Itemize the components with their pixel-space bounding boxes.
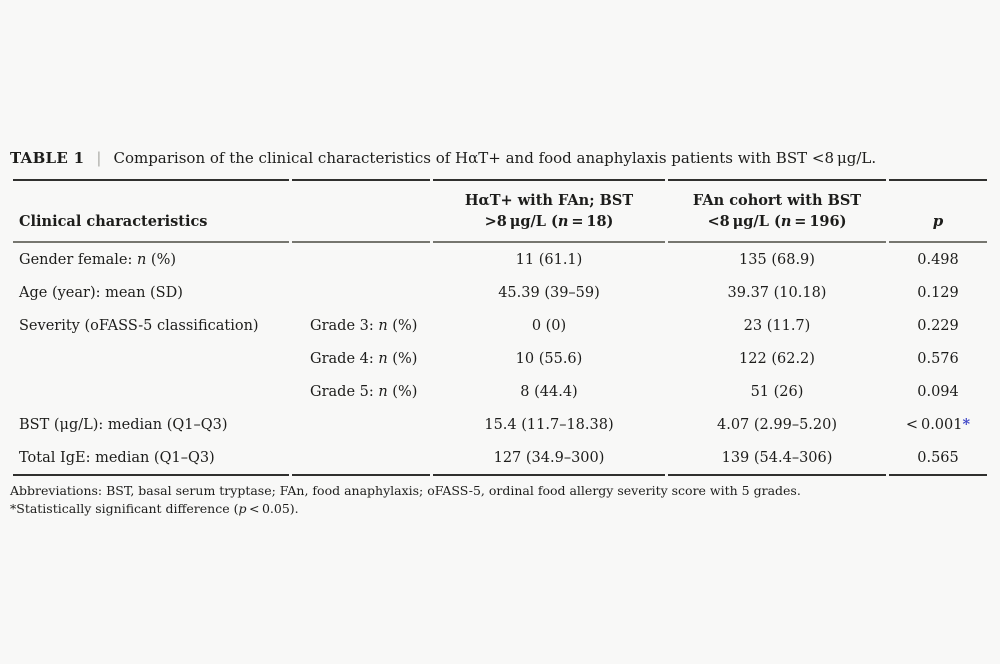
table-row-gender: Gender female: n (%) 11 (61.1) 135 (68.9… xyxy=(13,243,987,276)
table-number-label: TABLE 1 xyxy=(10,149,85,167)
table-row-severity-grade4: Grade 4: n (%) 10 (55.6) 122 (62.2) 0.57… xyxy=(13,342,987,375)
header-p-value: p xyxy=(889,179,987,243)
row-label: Age (year): mean (SD) xyxy=(13,276,289,309)
row-label xyxy=(13,342,289,375)
row-label: Severity (oFASS-5 classification) xyxy=(13,309,289,342)
header-hat-cohort-line1: HαT+ with FAn; BST xyxy=(464,192,634,209)
header-clinical-characteristics: Clinical characteristics xyxy=(13,179,289,243)
cell-hat-value: 11 (61.1) xyxy=(515,251,583,268)
table-row-total-ige: Total IgE: median (Q1–Q3) 127 (34.9–300)… xyxy=(13,441,987,476)
cell-hat-value: 0 (0) xyxy=(531,317,567,334)
cell-p-value: 0.129 xyxy=(889,276,987,309)
row-sublabel-suffix: (%) xyxy=(387,383,418,400)
row-sublabel xyxy=(292,408,430,441)
cell-p-value: 0.229 xyxy=(889,309,987,342)
significance-star: * xyxy=(962,416,971,433)
p-value-text: 0.565 xyxy=(917,450,959,466)
row-label-suffix: (%) xyxy=(146,251,177,268)
cell-fan-value: 51 (26) xyxy=(750,383,804,400)
header-fan-cohort-line1: FAn cohort with BST xyxy=(692,192,862,209)
row-sublabel-italic-n: n xyxy=(378,317,388,334)
row-label-text: BST (μg/L): median (Q1–Q3) xyxy=(19,416,228,433)
row-label xyxy=(13,375,289,408)
row-sublabel xyxy=(292,276,430,309)
header-fan-cohort: FAn cohort with BST <8 μg/L (n = 196) xyxy=(668,179,886,243)
header-empty-subcolumn xyxy=(292,179,430,243)
cell-p-value: 0.094 xyxy=(889,375,987,408)
table-footnotes: Abbreviations: BST, basal serum tryptase… xyxy=(10,482,990,517)
header-hat-line2-post: = 18) xyxy=(568,213,614,230)
footnote-significance-suffix: < 0.05). xyxy=(246,500,299,516)
cell-fan-value: 139 (54.4–306) xyxy=(668,441,886,476)
cell-fan-value: 23 (11.7) xyxy=(743,317,811,334)
header-fan-cohort-line2: <8 μg/L (n = 196) xyxy=(668,211,886,232)
header-fan-line2-pre: <8 μg/L ( xyxy=(707,213,781,230)
cell-fan-value: 4.07 (2.99–5.20) xyxy=(716,416,838,433)
row-label: Total IgE: median (Q1–Q3) xyxy=(13,441,289,476)
cell-hat-value: 8 (44.4) xyxy=(520,383,578,400)
header-hat-line2-pre: >8 μg/L ( xyxy=(484,213,558,230)
footnote-significance: *Statistically significant difference (p… xyxy=(10,500,990,518)
table-row-age: Age (year): mean (SD) 45.39 (39–59) 39.3… xyxy=(13,276,987,309)
row-label-italic-n: n xyxy=(136,251,147,268)
table-row-severity-grade5: Grade 5: n (%) 8 (44.4) 51 (26) 0.094 xyxy=(13,375,987,408)
header-hat-line2-n: n xyxy=(557,213,569,230)
clinical-characteristics-table: Clinical characteristics HαT+ with FAn; … xyxy=(10,179,990,476)
row-label-text: Total IgE: median (Q1–Q3) xyxy=(19,449,215,466)
row-sublabel xyxy=(292,243,430,276)
p-value-text: 0.129 xyxy=(917,285,959,301)
row-sublabel-suffix: (%) xyxy=(387,350,418,367)
header-p-italic: p xyxy=(932,212,944,230)
row-sublabel: Grade 5: n (%) xyxy=(292,375,430,408)
header-fan-line2-post: = 196) xyxy=(791,213,847,230)
p-value-text: 0.229 xyxy=(917,318,959,334)
row-sublabel-text: Grade 3: xyxy=(310,317,379,334)
footnote-abbreviations: Abbreviations: BST, basal serum tryptase… xyxy=(10,483,801,498)
cell-p-value: 0.565 xyxy=(889,441,987,476)
cell-p-value: < 0.001* xyxy=(889,408,987,441)
table-caption: TABLE 1 | Comparison of the clinical chara… xyxy=(10,148,990,168)
row-label: BST (μg/L): median (Q1–Q3) xyxy=(13,408,289,441)
header-fan-line2-n: n xyxy=(780,213,792,230)
cell-hat-value: 15.4 (11.7–18.38) xyxy=(484,416,614,433)
cell-p-value: 0.576 xyxy=(889,342,987,375)
p-value-text: 0.498 xyxy=(917,252,959,268)
row-sublabel-italic-n: n xyxy=(378,383,388,400)
cell-fan-value: 39.37 (10.18) xyxy=(727,284,827,301)
row-sublabel-text: Grade 4: xyxy=(310,350,379,367)
p-value-text: 0.576 xyxy=(917,351,959,367)
row-sublabel-suffix: (%) xyxy=(387,317,418,334)
cell-hat-value: 127 (34.9–300) xyxy=(433,441,665,476)
cell-hat-value: 10 (55.6) xyxy=(515,350,583,367)
row-label-text: Severity (oFASS-5 classification) xyxy=(19,317,259,334)
p-value-text: 0.094 xyxy=(917,384,959,400)
row-sublabel: Grade 3: n (%) xyxy=(292,309,430,342)
row-sublabel xyxy=(292,441,430,476)
table-row-bst: BST (μg/L): median (Q1–Q3) 15.4 (11.7–18… xyxy=(13,408,987,441)
footnote-italic-p: p xyxy=(238,500,247,516)
cell-fan-value: 135 (68.9) xyxy=(739,251,815,268)
table-row-severity-grade3: Severity (oFASS-5 classification) Grade … xyxy=(13,309,987,342)
cell-p-value: 0.498 xyxy=(889,243,987,276)
cell-hat-value: 45.39 (39–59) xyxy=(498,284,600,301)
row-label: Gender female: n (%) xyxy=(13,243,289,276)
header-hat-cohort: HαT+ with FAn; BST >8 μg/L (n = 18) xyxy=(433,179,665,243)
header-hat-cohort-line2: >8 μg/L (n = 18) xyxy=(433,211,665,232)
row-sublabel: Grade 4: n (%) xyxy=(292,342,430,375)
cell-fan-value: 122 (62.2) xyxy=(739,350,815,367)
row-label-text: Age (year): mean (SD) xyxy=(19,284,183,301)
row-sublabel-text: Grade 5: xyxy=(310,383,379,400)
caption-divider-bar: | xyxy=(96,149,102,167)
footnote-significance-text: *Statistically significant difference ( xyxy=(10,500,239,516)
header-row: Clinical characteristics HαT+ with FAn; … xyxy=(13,179,987,243)
caption-text: Comparison of the clinical characteristi… xyxy=(113,149,877,167)
p-value-text: < 0.001 xyxy=(905,417,963,433)
row-label-text: Gender female: xyxy=(19,251,137,268)
row-sublabel-italic-n: n xyxy=(378,350,388,367)
